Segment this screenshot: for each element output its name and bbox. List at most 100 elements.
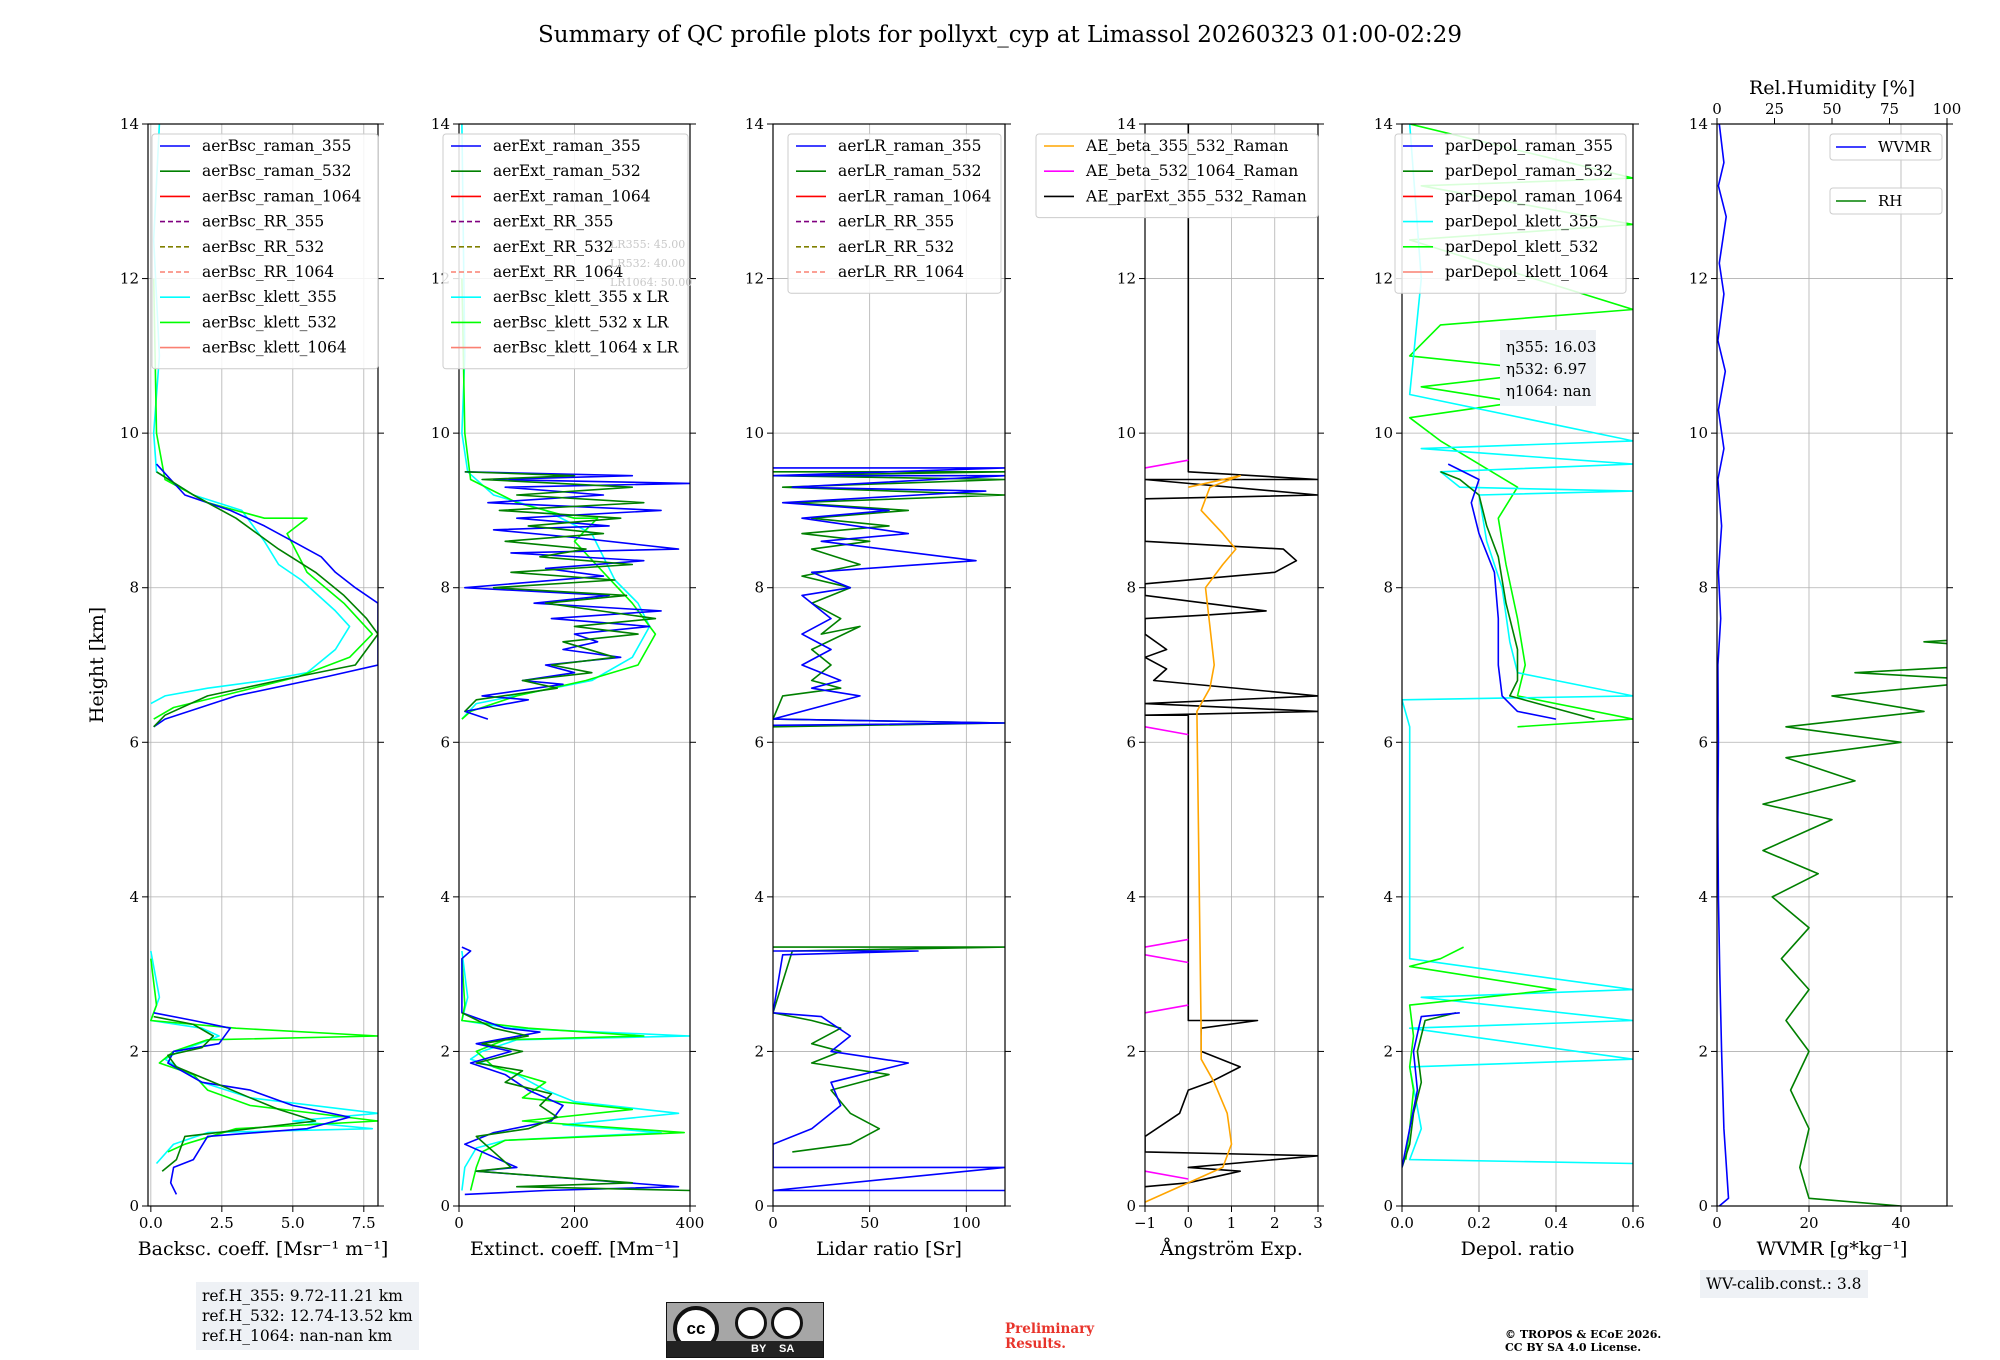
axes-frame (772, 123, 1006, 1207)
y-tick-label: 14 (120, 115, 139, 133)
y-tick-label: 12 (1117, 270, 1136, 288)
axes-frame (1401, 123, 1634, 1207)
series-line-AE_beta_532_1064_Raman (1145, 954, 1189, 964)
series-line-aerBsc_klett_355 (150, 124, 351, 705)
eta-box: η355: 16.03 η532: 6.97 η1064: nan (1500, 330, 1596, 406)
series-line-parDepol_raman_355 (1447, 463, 1557, 720)
y-tick-label: 10 (431, 424, 450, 442)
y-tick-label: 6 (1126, 733, 1136, 751)
series-line-aerLR_raman_532 (773, 946, 1005, 1153)
x-tick-label: 0.2 (1467, 1214, 1491, 1232)
y-tick-label: 2 (1698, 1042, 1708, 1060)
chart-panel-bsc: 0.0 2.5 5.0 7.5 0 2 4 6 8 10 12 14 Backsc. coeff. [M… (120, 115, 388, 1260)
cc-by-sa-license-badge: cc BY SA (666, 1302, 824, 1358)
legend-frame (442, 133, 689, 370)
y-tick-label: 8 (1126, 579, 1136, 597)
legend-label: aerBsc_klett_1064 (202, 339, 347, 357)
wv-calibration-constant: WV-calib.const.: 3.8 (1706, 1275, 1862, 1293)
y-tick-label: 10 (1689, 424, 1708, 442)
y-tick-label: 6 (440, 733, 450, 751)
legend-label: aerBsc_klett_355 (202, 288, 337, 306)
x-tick-label: −1 (1134, 1214, 1156, 1232)
y-tick-label: 0 (1383, 1197, 1393, 1215)
legend-label: RH (1878, 192, 1902, 210)
top-x-tick-label: 100 (1933, 100, 1962, 118)
x-tick-label: 200 (560, 1214, 589, 1232)
lr-annotation: LR355: 45.00 (610, 238, 685, 251)
y-tick-label: 2 (1383, 1042, 1393, 1060)
y-tick-label: 12 (120, 270, 139, 288)
legend-label: aerExt_raman_532 (493, 162, 641, 180)
legend-label: AE_beta_355_532_Raman (1085, 137, 1288, 155)
series-line-aerLR_raman_355 (773, 950, 1005, 1192)
series-line-aerBsc_klett_532 (152, 278, 374, 720)
y-tick-label: 4 (440, 888, 450, 906)
legend-label: aerExt_RR_355 (493, 213, 614, 231)
x-tick-label: 100 (952, 1214, 981, 1232)
top-axis-label: Rel.Humidity [%] (1749, 77, 1915, 99)
y-tick-label: 4 (1383, 888, 1393, 906)
series-line-aerBsc_klett_532 (150, 958, 378, 1153)
legend: parDepol_raman_355 parDepol_raman_532 parD… (1394, 133, 1627, 294)
y-tick-label: 10 (745, 424, 764, 442)
legend: aerLR_raman_355 aerLR_raman_532 aerLR_rama… (787, 133, 1002, 294)
legend-label: aerLR_RR_1064 (838, 263, 964, 281)
legend-label: aerBsc_raman_355 (202, 137, 352, 155)
x-tick-label: 0.0 (139, 1214, 163, 1232)
y-tick-label: 12 (1689, 270, 1708, 288)
series-line-aerBsc_klett_532 x LR (461, 958, 685, 1191)
x-axis-label: WVMR [g*kg⁻¹] (1757, 1238, 1908, 1260)
x-tick-label: 0 (454, 1214, 464, 1232)
y-tick-label: 14 (1117, 115, 1136, 133)
x-tick-label: 3 (1313, 1214, 1323, 1232)
x-axis-label: Depol. ratio (1461, 1238, 1575, 1260)
y-tick-label: 0 (1126, 1197, 1136, 1215)
lr-annotation: LR532: 40.00 (610, 257, 685, 270)
legend: AE_beta_355_532_Raman AE_beta_532_1064_Ra… (1035, 133, 1319, 219)
y-tick-label: 8 (129, 579, 139, 597)
legend-label: parDepol_klett_1064 (1445, 263, 1608, 281)
y-tick-label: 2 (129, 1042, 139, 1060)
y-tick-label: 14 (1374, 115, 1393, 133)
legend-label: parDepol_raman_355 (1445, 137, 1613, 155)
y-tick-label: 4 (1126, 888, 1136, 906)
x-tick-label: 40 (1891, 1214, 1910, 1232)
legend-frame (1035, 133, 1319, 219)
license-by-label: BY (751, 1343, 767, 1355)
legend-label: aerExt_RR_532 (493, 238, 614, 256)
x-tick-label: 2 (1270, 1214, 1280, 1232)
ref-height-355: ref.H_355: 9.72-11.21 km (202, 1287, 403, 1305)
legend-label: aerBsc_RR_355 (202, 213, 324, 231)
y-tick-label: 6 (1383, 733, 1393, 751)
y-tick-label: 0 (129, 1197, 139, 1215)
x-axis-label: Extinct. coeff. [Mm⁻¹] (470, 1238, 679, 1260)
y-tick-label: 12 (745, 270, 764, 288)
chart-panel-wv: 0 20 40 0 2 4 6 8 10 12 14 WVMR [g*kg⁻¹] 0 25 50 75 100 R… (1689, 77, 1962, 1260)
x-tick-label: 0.6 (1621, 1214, 1645, 1232)
series-line-aerBsc_raman_532 (153, 471, 378, 728)
legend-label: aerBsc_klett_1064 x LR (493, 339, 680, 357)
x-axis-label: Backsc. coeff. [Msr⁻¹ m⁻¹] (138, 1238, 389, 1260)
chart-panel-depol: 0.0 0.2 0.4 0.6 0 2 4 6 8 10 12 14 Depol. ratio parDe… (1374, 115, 1645, 1260)
legend-label: aerLR_RR_355 (838, 213, 954, 231)
series-line-RH (1762, 639, 1947, 1206)
y-tick-label: 4 (754, 888, 764, 906)
series-line-aerBsc_raman_532 (153, 1015, 317, 1172)
series-line-AE_beta_532_1064_Raman (1145, 1004, 1189, 1014)
legend-label: aerBsc_klett_532 x LR (493, 313, 670, 331)
legend-label: aerBsc_RR_1064 (202, 263, 334, 281)
legend-label: parDepol_klett_355 (1445, 213, 1598, 231)
eta-frame (1500, 330, 1596, 406)
y-tick-label: 0 (1698, 1197, 1708, 1215)
legend-label: aerLR_raman_1064 (838, 187, 991, 205)
license-sa-label: SA (779, 1343, 795, 1355)
top-x-tick-label: 75 (1880, 100, 1899, 118)
y-axis-label: Height [km] (86, 607, 108, 723)
eta-value: η1064: nan (1506, 382, 1592, 400)
legend-label: aerBsc_RR_532 (202, 238, 324, 256)
x-tick-label: 0.0 (1390, 1214, 1414, 1232)
x-tick-label: 0 (1183, 1214, 1193, 1232)
legend-frame (151, 133, 379, 370)
